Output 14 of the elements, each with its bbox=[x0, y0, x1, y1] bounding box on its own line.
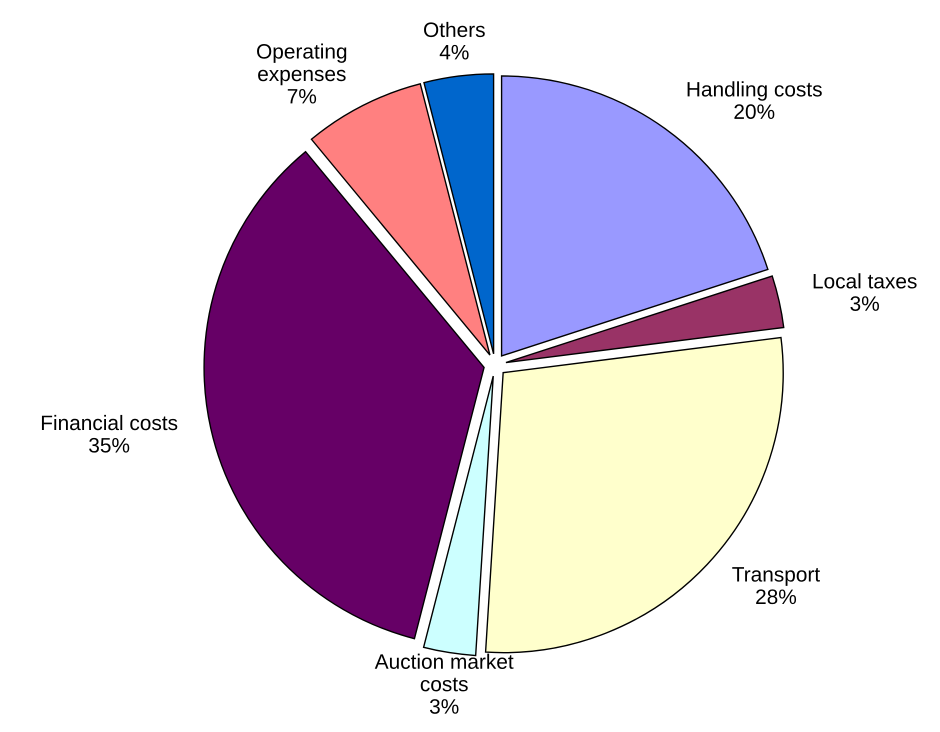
data-label: 3% bbox=[850, 296, 879, 311]
data-label: 4% bbox=[440, 44, 469, 60]
slice-label: Operating expenses bbox=[257, 43, 346, 86]
slice-label: Handling costs bbox=[688, 81, 822, 101]
data-label: 7% bbox=[288, 88, 316, 104]
data-label: 3% bbox=[430, 699, 459, 714]
slice-label: Others bbox=[424, 22, 485, 38]
data-label: 20% bbox=[734, 104, 774, 120]
data-label: 28% bbox=[756, 589, 796, 604]
slice-label: Financial costs bbox=[42, 414, 178, 430]
slice-label: Auction market costs bbox=[374, 654, 514, 692]
slice-label: Local taxes bbox=[814, 273, 917, 289]
data-label: 35% bbox=[89, 438, 130, 453]
slice-label: Transport bbox=[732, 567, 820, 586]
